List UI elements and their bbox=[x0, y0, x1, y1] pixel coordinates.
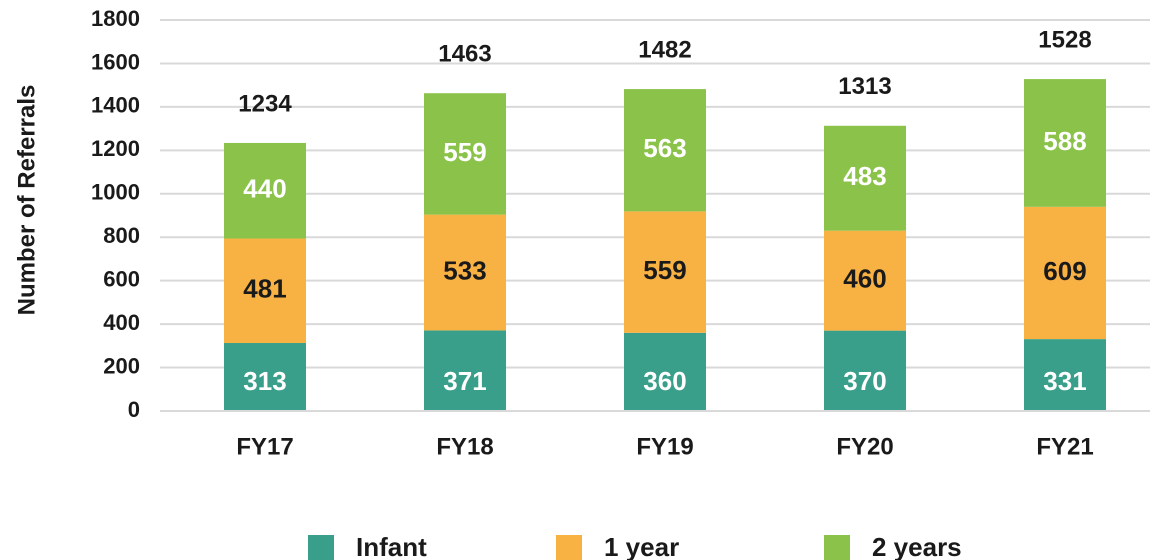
bar-segment bbox=[424, 330, 506, 411]
bar-segment bbox=[624, 211, 706, 333]
total-label: 1313 bbox=[838, 73, 891, 100]
bar-segment bbox=[224, 238, 306, 344]
data-label: 483 bbox=[843, 161, 886, 191]
bar-segment bbox=[824, 125, 906, 231]
bar-segment bbox=[824, 330, 906, 411]
x-tick-label: FY18 bbox=[436, 433, 493, 460]
y-tick-label: 1200 bbox=[91, 136, 140, 161]
data-label: 533 bbox=[443, 255, 486, 285]
total-label: 1463 bbox=[438, 41, 491, 68]
data-label: 588 bbox=[1043, 126, 1086, 156]
total-label: 1528 bbox=[1038, 26, 1091, 53]
bar-segment bbox=[224, 142, 306, 239]
x-tick-label: FY20 bbox=[836, 433, 893, 460]
bar-segment bbox=[624, 332, 706, 411]
data-label: 559 bbox=[643, 255, 686, 285]
bar-segment bbox=[1024, 206, 1106, 340]
bar-segment bbox=[1024, 79, 1106, 207]
bar-segment bbox=[824, 230, 906, 331]
data-label: 331 bbox=[1043, 366, 1086, 396]
y-tick-label: 600 bbox=[103, 266, 140, 291]
data-label: 440 bbox=[243, 174, 286, 204]
y-tick-label: 400 bbox=[103, 310, 140, 335]
data-label: 609 bbox=[1043, 256, 1086, 286]
legend-label: 2 years bbox=[872, 532, 962, 560]
bar-segment bbox=[424, 93, 506, 215]
y-tick-label: 0 bbox=[128, 397, 140, 422]
data-label: 563 bbox=[643, 133, 686, 163]
bar-segment bbox=[224, 343, 306, 411]
legend-swatch bbox=[556, 535, 582, 560]
data-label: 559 bbox=[443, 137, 486, 167]
total-label: 1482 bbox=[638, 36, 691, 63]
data-label: 460 bbox=[843, 264, 886, 294]
y-tick-label: 1600 bbox=[91, 49, 140, 74]
data-label: 360 bbox=[643, 366, 686, 396]
y-axis-label: Number of Referrals bbox=[13, 85, 40, 316]
legend-label: Infant bbox=[356, 532, 427, 560]
data-label: 313 bbox=[243, 366, 286, 396]
y-tick-label: 800 bbox=[103, 223, 140, 248]
y-tick-label: 200 bbox=[103, 353, 140, 378]
x-tick-label: FY17 bbox=[236, 433, 293, 460]
x-tick-label: FY21 bbox=[1036, 433, 1093, 460]
legend-swatch bbox=[824, 535, 850, 560]
data-label: 371 bbox=[443, 366, 486, 396]
y-tick-label: 1800 bbox=[91, 6, 140, 31]
x-tick-label: FY19 bbox=[636, 433, 693, 460]
y-tick-label: 1400 bbox=[91, 93, 140, 118]
total-label: 1234 bbox=[238, 90, 292, 117]
data-label: 370 bbox=[843, 366, 886, 396]
bar-segment bbox=[424, 214, 506, 331]
legend-label: 1 year bbox=[604, 532, 679, 560]
bar-segment bbox=[624, 89, 706, 212]
legend-swatch bbox=[308, 535, 334, 560]
data-label: 481 bbox=[243, 274, 286, 304]
bar-segment bbox=[1024, 339, 1106, 411]
y-tick-label: 1000 bbox=[91, 180, 140, 205]
